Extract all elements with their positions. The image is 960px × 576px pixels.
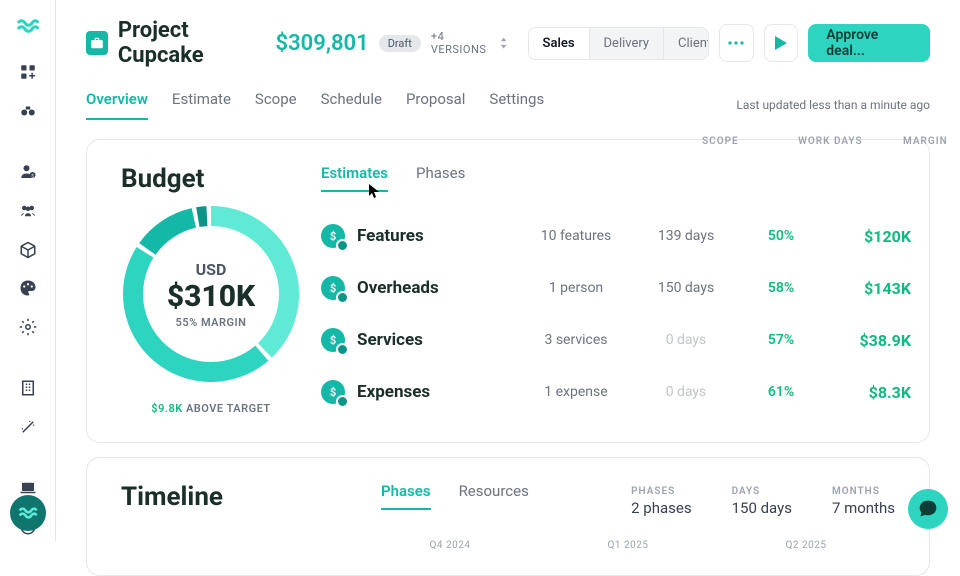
row-scope: 1 person [521, 280, 631, 296]
tab-estimate[interactable]: Estimate [172, 90, 231, 120]
row-name-label: Overheads [357, 278, 439, 298]
tab-overview[interactable]: Overview [86, 90, 148, 120]
row-total: $8.3K [821, 383, 911, 402]
segment-delivery[interactable]: Delivery [589, 28, 664, 59]
tab-proposal[interactable]: Proposal [406, 90, 465, 120]
row-days: 0 days [631, 384, 741, 400]
row-days: 139 days [631, 228, 741, 244]
binoculars-icon[interactable] [10, 97, 46, 126]
project-title: Project Cupcake [118, 18, 266, 68]
budget-table-head: SCOPE WORK DAYS MARGIN TOTAL [465, 136, 960, 147]
tab-schedule[interactable]: Schedule [321, 90, 382, 120]
cursor-icon [369, 184, 381, 198]
row-days: 0 days [631, 332, 741, 348]
project-tabs: Overview Estimate Scope Schedule Proposa… [86, 90, 930, 121]
segment-sales[interactable]: Sales [529, 28, 589, 59]
tab-scope[interactable]: Scope [255, 90, 297, 120]
apps-icon[interactable] [10, 58, 46, 87]
row-scope: 10 features [521, 228, 631, 244]
dollar-icon: $ [321, 276, 345, 300]
project-amount: $309,801 [276, 31, 369, 56]
budget-card: Budget USD $310K 55% MARGIN $9.8K ABOVE … [86, 139, 930, 443]
row-scope: 3 services [521, 332, 631, 348]
budget-donut: USD $310K 55% MARGIN [121, 204, 301, 384]
table-row[interactable]: $ Overheads 1 person 150 days 58% $143K [321, 262, 960, 314]
play-button[interactable] [764, 24, 799, 62]
row-total: $120K [821, 227, 911, 246]
row-margin: 50% [741, 228, 821, 244]
wand-icon[interactable] [10, 412, 46, 441]
stat-value: 7 months [832, 499, 895, 517]
timeline-axis: Q4 2024 Q1 2025 Q2 2025 [121, 540, 895, 551]
table-row[interactable]: $ Features 10 features 139 days 50% $120… [321, 210, 960, 262]
stat-label: DAYS [732, 486, 792, 497]
budget-sub-tabs: Estimates Phases [321, 164, 465, 192]
stat-value: 150 days [732, 499, 792, 517]
dollar-icon: $ [321, 380, 345, 404]
above-target: $9.8K ABOVE TARGET [121, 402, 301, 415]
project-icon [86, 31, 108, 55]
row-name-label: Expenses [357, 382, 430, 402]
last-updated: Last updated less than a minute ago [736, 98, 930, 112]
user-money-icon[interactable]: $ [10, 158, 46, 187]
chat-fab[interactable] [908, 489, 948, 529]
table-row[interactable]: $ Expenses 1 expense 0 days 61% $8.3K [321, 366, 960, 418]
timeline-title: Timeline [121, 482, 361, 512]
building-icon[interactable] [10, 374, 46, 403]
tab-settings[interactable]: Settings [489, 90, 544, 120]
team-icon[interactable] [10, 197, 46, 226]
donut-currency: USD [196, 260, 227, 279]
sub-tab-phases[interactable]: Phases [416, 164, 465, 192]
versions-link[interactable]: +4 VERSIONS [431, 30, 508, 56]
sidebar: $ [0, 0, 56, 541]
stat-label: MONTHS [832, 486, 895, 497]
project-header: Project Cupcake $309,801 Draft +4 VERSIO… [86, 18, 930, 68]
row-name-label: Features [357, 226, 424, 246]
palette-icon[interactable] [10, 274, 46, 303]
donut-margin: 55% MARGIN [176, 316, 247, 329]
logo-badge[interactable] [10, 495, 46, 531]
stat-label: PHASES [631, 486, 691, 497]
dollar-icon: $ [321, 328, 345, 352]
sub-tab-timeline-phases[interactable]: Phases [381, 482, 431, 510]
timeline-card: Timeline Phases Resources PHASES 2 phases… [86, 457, 930, 576]
approve-button[interactable]: Approve deal... [808, 24, 930, 62]
row-total: $143K [821, 279, 911, 298]
timeline-sub-tabs: Phases Resources [381, 482, 529, 510]
stat-value: 2 phases [631, 499, 691, 517]
status-chip: Draft [379, 35, 421, 52]
row-name-label: Services [357, 330, 423, 350]
budget-title: Budget [121, 164, 301, 194]
row-margin: 58% [741, 280, 821, 296]
row-margin: 61% [741, 384, 821, 400]
row-days: 150 days [631, 280, 741, 296]
segment-client[interactable]: Client [663, 28, 709, 59]
row-scope: 1 expense [521, 384, 631, 400]
timeline-stats: PHASES 2 phases DAYS 150 days MONTHS 7 months [631, 482, 895, 517]
view-segments: Sales Delivery Client [528, 27, 709, 60]
more-button[interactable] [719, 24, 754, 62]
gear-icon[interactable] [10, 312, 46, 341]
dollar-icon: $ [321, 224, 345, 248]
app-logo [16, 14, 40, 38]
sub-tab-timeline-resources[interactable]: Resources [459, 482, 529, 510]
table-row[interactable]: $ Services 3 services 0 days 57% $38.9K [321, 314, 960, 366]
row-margin: 57% [741, 332, 821, 348]
row-total: $38.9K [821, 331, 911, 350]
donut-amount: $310K [167, 279, 255, 314]
cube-icon[interactable] [10, 235, 46, 264]
